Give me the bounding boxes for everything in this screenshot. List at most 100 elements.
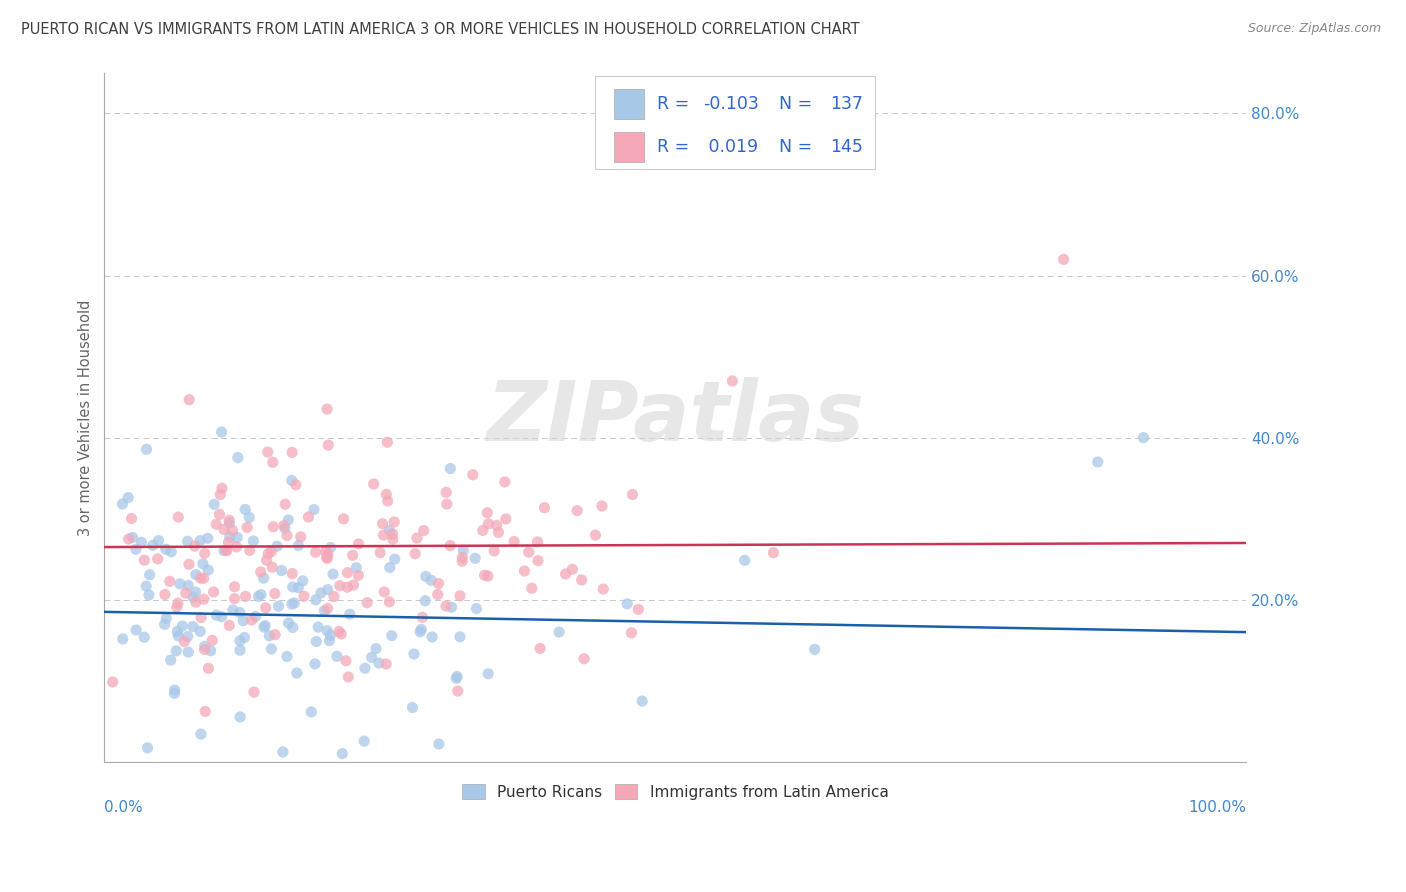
Point [471,524,494,538]
Point [188,624,211,639]
Point [233,502,256,516]
Point [409,624,432,639]
Legend: Puerto Ricans, Immigrants from Latin America: Puerto Ricans, Immigrants from Latin Ame… [456,778,894,805]
Point [494,475,516,489]
Point [305,634,328,648]
Point [281,566,304,581]
Point [342,548,364,562]
Point [439,539,461,553]
Point [591,499,613,513]
Point [209,487,232,501]
Point [344,560,367,574]
Point [404,547,426,561]
Point [280,474,302,488]
Point [240,613,263,627]
Point [285,666,308,681]
Point [318,438,340,452]
Point [226,531,249,545]
Point [302,502,325,516]
Point [314,604,336,618]
Point [264,627,287,641]
Point [177,558,200,572]
Point [167,596,190,610]
Point [318,633,340,648]
Point [533,500,555,515]
Point [174,586,197,600]
Point [373,585,395,599]
Point [762,546,785,560]
Text: PUERTO RICAN VS IMMIGRANTS FROM LATIN AMERICA 3 OR MORE VEHICLES IN HOUSEHOLD CO: PUERTO RICAN VS IMMIGRANTS FROM LATIN AM… [21,22,859,37]
Point [131,535,153,549]
Point [336,580,359,594]
Point [378,523,401,537]
Point [134,630,156,644]
Point [451,554,474,568]
Point [631,694,654,708]
FancyBboxPatch shape [595,77,875,169]
Point [375,435,398,450]
Point [373,528,395,542]
Point [316,402,339,417]
Text: N =: N = [768,138,817,156]
Point [200,644,222,658]
Point [138,567,160,582]
Point [347,537,370,551]
Point [257,547,280,561]
Text: R =: R = [657,138,695,156]
Point [335,654,357,668]
FancyBboxPatch shape [613,89,644,120]
Point [135,579,157,593]
Point [263,586,285,600]
Point [436,497,458,511]
Point [254,618,277,632]
Point [420,630,443,644]
Point [211,481,233,495]
Point [262,455,284,469]
Point [159,653,181,667]
Point [620,625,643,640]
Point [226,450,249,465]
Point [229,643,252,657]
Point [332,512,354,526]
Point [375,487,398,501]
Point [281,620,304,634]
Point [382,515,405,529]
Point [1052,252,1074,267]
Point [477,666,499,681]
Point [205,608,228,623]
Point [135,442,157,457]
Point [202,497,225,511]
Point [218,535,240,549]
Point [229,710,252,724]
Point [315,550,337,565]
Point [218,618,240,632]
Point [277,615,299,630]
Point [363,477,385,491]
Point [121,531,143,545]
Point [292,589,315,603]
Point [451,550,474,565]
Point [339,607,361,622]
Point [316,551,339,566]
Point [299,705,322,719]
Point [342,578,364,592]
Point [305,592,328,607]
Point [465,601,488,615]
Point [330,747,353,761]
Point [464,551,486,566]
Point [583,528,606,542]
Point [427,737,450,751]
Point [173,634,195,648]
FancyBboxPatch shape [613,132,644,162]
Point [197,531,219,545]
Point [485,518,508,533]
Point [274,497,297,511]
Point [721,374,744,388]
Point [215,543,238,558]
Point [323,590,346,604]
Point [484,544,506,558]
Point [153,587,176,601]
Point [461,467,484,482]
Point [571,573,593,587]
Point [548,625,571,640]
